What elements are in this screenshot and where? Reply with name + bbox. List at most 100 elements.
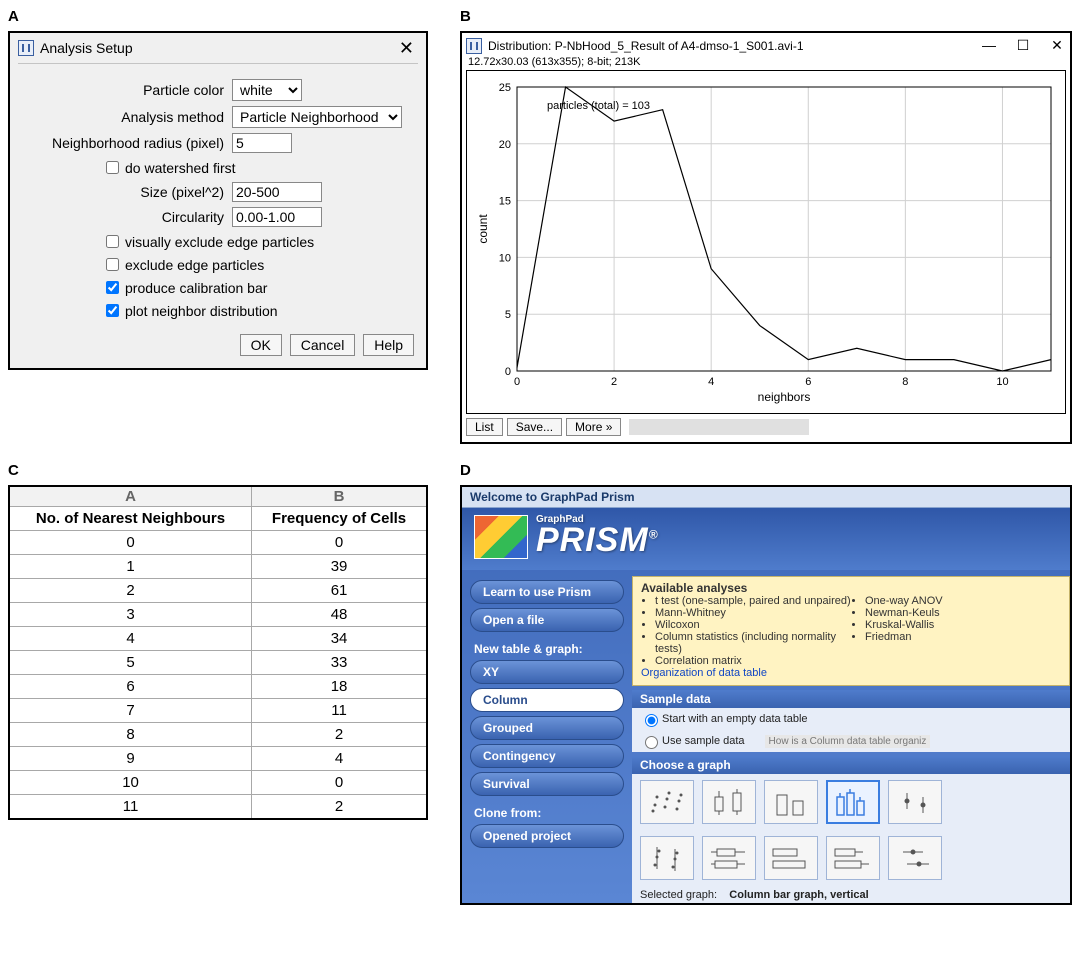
svg-text:10: 10 xyxy=(996,376,1008,388)
svg-text:neighbors: neighbors xyxy=(758,390,811,404)
close-icon[interactable]: ✕ xyxy=(1048,37,1066,54)
xy-button[interactable]: XY xyxy=(470,660,624,684)
table-row: 261 xyxy=(9,579,427,603)
more-button[interactable]: More » xyxy=(566,418,621,436)
panel-label-a: A xyxy=(8,8,446,25)
visually-exclude-label: visually exclude edge particles xyxy=(125,234,314,250)
svg-text:25: 25 xyxy=(499,82,511,94)
cell-neighbour: 8 xyxy=(9,723,252,747)
selected-graph-value: Column bar graph, vertical xyxy=(729,889,868,901)
svg-text:4: 4 xyxy=(708,376,714,388)
imagej-icon xyxy=(18,40,34,56)
hmean-dot-thumb[interactable] xyxy=(888,836,942,880)
col-mark-b: B xyxy=(252,486,427,507)
visually-exclude-checkbox[interactable] xyxy=(106,235,119,248)
opened-project-button[interactable]: Opened project xyxy=(470,824,624,848)
use-sample-label: Use sample data xyxy=(662,735,745,747)
empty-table-radio[interactable] xyxy=(645,714,658,727)
contingency-button[interactable]: Contingency xyxy=(470,744,624,768)
cell-frequency: 61 xyxy=(252,579,427,603)
scatter-sd-thumb[interactable] xyxy=(640,836,694,880)
radius-input[interactable] xyxy=(232,133,292,153)
analysis-item: Column statistics (including normality t… xyxy=(655,631,851,655)
boxplot-thumb[interactable] xyxy=(702,780,756,824)
help-button[interactable]: Help xyxy=(363,334,414,356)
cell-frequency: 18 xyxy=(252,675,427,699)
table-row: 618 xyxy=(9,675,427,699)
distribution-chart: 02468100510152025neighborscountparticles… xyxy=(466,70,1066,414)
dialog-title: Analysis Setup xyxy=(40,40,133,56)
ok-button[interactable]: OK xyxy=(240,334,282,356)
analysis-method-select[interactable]: Particle Neighborhood xyxy=(232,106,402,128)
analysis-method-label: Analysis method xyxy=(22,109,232,125)
cell-neighbour: 11 xyxy=(9,795,252,820)
cell-neighbour: 10 xyxy=(9,771,252,795)
hbar-err-thumb[interactable] xyxy=(826,836,880,880)
open-file-button[interactable]: Open a file xyxy=(470,608,624,632)
analysis-setup-dialog: Analysis Setup ✕ Particle color white An… xyxy=(8,31,428,370)
maximize-icon[interactable]: ☐ xyxy=(1014,37,1032,54)
cell-neighbour: 2 xyxy=(9,579,252,603)
prism-logo-icon xyxy=(474,515,528,559)
cell-neighbour: 4 xyxy=(9,627,252,651)
exclude-edge-checkbox[interactable] xyxy=(106,258,119,271)
circularity-label: Circularity xyxy=(22,209,232,225)
column-button[interactable]: Column xyxy=(470,688,624,712)
panel-label-b: B xyxy=(460,8,1080,25)
prism-welcome-title: Welcome to GraphPad Prism xyxy=(462,487,1070,508)
table-row: 00 xyxy=(9,531,427,555)
analysis-item: Correlation matrix xyxy=(655,655,851,667)
cell-neighbour: 1 xyxy=(9,555,252,579)
circularity-input[interactable] xyxy=(232,207,322,227)
table-row: 82 xyxy=(9,723,427,747)
header-frequency: Frequency of Cells xyxy=(252,507,427,531)
cell-neighbour: 9 xyxy=(9,747,252,771)
bars-outline-thumb[interactable] xyxy=(764,780,818,824)
analysis-item: Mann-Whitney xyxy=(655,607,851,619)
close-icon[interactable]: ✕ xyxy=(395,39,418,57)
clone-from-label: Clone from: xyxy=(474,806,624,820)
exclude-edge-label: exclude edge particles xyxy=(125,257,264,273)
distribution-title: Distribution: P-NbHood_5_Result of A4-dm… xyxy=(488,39,804,53)
cell-neighbour: 5 xyxy=(9,651,252,675)
particle-color-select[interactable]: white xyxy=(232,79,302,101)
learn-prism-button[interactable]: Learn to use Prism xyxy=(470,580,624,604)
plot-neighbor-checkbox[interactable] xyxy=(106,304,119,317)
imagej-icon xyxy=(466,38,482,54)
watershed-label: do watershed first xyxy=(125,160,236,176)
cancel-button[interactable]: Cancel xyxy=(290,334,356,356)
neighbour-frequency-table: A B No. of Nearest Neighbours Frequency … xyxy=(8,485,428,820)
survival-button[interactable]: Survival xyxy=(470,772,624,796)
available-analyses-box: Available analyses t test (one-sample, p… xyxy=(632,576,1070,686)
save-button[interactable]: Save... xyxy=(507,418,562,436)
svg-text:count: count xyxy=(476,214,490,244)
analysis-item: t test (one-sample, paired and unpaired) xyxy=(655,595,851,607)
prism-logo-text: GraphPad PRISM® xyxy=(536,514,659,560)
sample-hint: How is a Column data table organiz xyxy=(765,735,931,748)
mean-dot-thumb[interactable] xyxy=(888,780,942,824)
grouped-button[interactable]: Grouped xyxy=(470,716,624,740)
selected-graph-label: Selected graph: xyxy=(640,889,717,901)
table-row: 533 xyxy=(9,651,427,675)
table-row: 100 xyxy=(9,771,427,795)
table-row: 348 xyxy=(9,603,427,627)
hbox-thumb[interactable] xyxy=(702,836,756,880)
image-info: 12.72x30.03 (613x355); 8-bit; 213K xyxy=(468,56,1066,68)
produce-cal-checkbox[interactable] xyxy=(106,281,119,294)
svg-text:10: 10 xyxy=(499,252,511,264)
watershed-checkbox[interactable] xyxy=(106,161,119,174)
column-bar-thumb[interactable] xyxy=(826,780,880,824)
list-button[interactable]: List xyxy=(466,418,503,436)
org-data-link[interactable]: Organization of data table xyxy=(641,667,767,679)
minimize-icon[interactable]: — xyxy=(980,37,998,54)
particle-color-label: Particle color xyxy=(22,82,232,98)
hbar-outline-thumb[interactable] xyxy=(764,836,818,880)
table-row: 94 xyxy=(9,747,427,771)
cell-neighbour: 0 xyxy=(9,531,252,555)
size-input[interactable] xyxy=(232,182,322,202)
col-mark-a: A xyxy=(9,486,252,507)
table-row: 711 xyxy=(9,699,427,723)
use-sample-radio[interactable] xyxy=(645,736,658,749)
cell-neighbour: 7 xyxy=(9,699,252,723)
scatter-thumb[interactable] xyxy=(640,780,694,824)
